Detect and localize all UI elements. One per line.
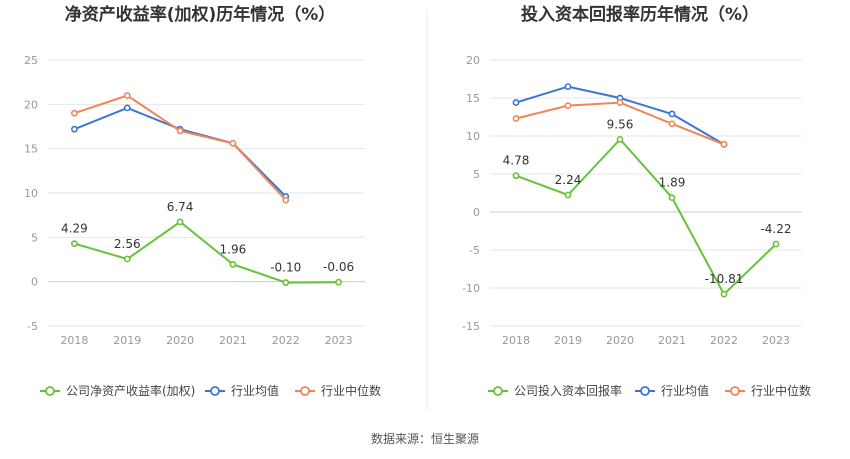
x-tick-label: 2018 bbox=[502, 334, 530, 347]
y-tick-label: -5 bbox=[27, 320, 38, 333]
data-point-company bbox=[564, 191, 572, 199]
data-label: 2.24 bbox=[555, 173, 582, 187]
y-tick-label: 20 bbox=[24, 98, 38, 111]
x-tick-label: 2022 bbox=[710, 334, 738, 347]
series-line-company bbox=[74, 220, 339, 284]
data-point-median bbox=[176, 127, 184, 135]
legend-item-median: 行业中位数 bbox=[295, 383, 381, 398]
data-point-company bbox=[71, 240, 78, 248]
data-point-median bbox=[564, 102, 572, 109]
x-tick-label: 2023 bbox=[762, 334, 790, 347]
y-tick-label: 0 bbox=[31, 276, 38, 289]
data-label: -10.81 bbox=[705, 272, 744, 286]
data-label: 9.56 bbox=[607, 117, 634, 131]
y-tick-label: 10 bbox=[466, 130, 480, 143]
y-tick-label: 15 bbox=[466, 92, 480, 105]
legend-item-avg: 行业均值 bbox=[205, 383, 279, 398]
legend-label: 行业均值 bbox=[661, 383, 709, 398]
legend-marker bbox=[300, 386, 310, 396]
data-point-median bbox=[123, 92, 131, 99]
data-point-company bbox=[668, 194, 676, 202]
y-tick-label: 25 bbox=[24, 54, 38, 67]
data-source: 数据来源：恒生聚源 bbox=[371, 431, 479, 446]
x-tick-label: 2021 bbox=[658, 334, 686, 347]
series-line-company bbox=[515, 137, 777, 296]
data-label: -0.10 bbox=[270, 261, 301, 275]
y-tick-label: 15 bbox=[24, 143, 38, 156]
legend-marker bbox=[45, 386, 55, 396]
y-tick-label: -5 bbox=[469, 244, 480, 257]
x-tick-label: 2020 bbox=[606, 334, 634, 347]
y-tick-label: 5 bbox=[473, 168, 480, 181]
data-point-median bbox=[668, 120, 676, 128]
y-tick-label: 0 bbox=[473, 206, 480, 219]
data-point-avg bbox=[71, 125, 78, 133]
legend-label: 公司投入资本回报率 bbox=[514, 383, 622, 398]
data-label: 4.29 bbox=[61, 222, 88, 236]
legend-marker bbox=[730, 386, 740, 396]
legend-item-median: 行业中位数 bbox=[725, 383, 811, 398]
chart-panel-1: 净资产收益率(加权)历年情况（%） 25 20 15 10 5 0 -5 2018 2019 202… bbox=[24, 4, 381, 398]
legend-marker bbox=[493, 386, 503, 396]
data-point-company bbox=[176, 218, 184, 226]
legend-marker bbox=[640, 386, 650, 396]
x-tick-label: 2020 bbox=[166, 334, 194, 347]
legend-label: 行业均值 bbox=[231, 383, 279, 398]
data-point-median bbox=[616, 99, 624, 106]
data-point-company bbox=[123, 255, 131, 263]
data-label: 2.56 bbox=[114, 237, 141, 251]
data-label: -4.22 bbox=[760, 222, 791, 236]
y-tick-label: 20 bbox=[466, 54, 480, 67]
x-tick-label: 2023 bbox=[325, 334, 353, 347]
data-label: 1.89 bbox=[659, 176, 686, 190]
x-tick-label: 2019 bbox=[554, 334, 582, 347]
x-tick-label: 2022 bbox=[272, 334, 300, 347]
data-point-avg bbox=[564, 83, 572, 90]
x-tick-label: 2021 bbox=[219, 334, 247, 347]
data-label: -0.06 bbox=[323, 260, 354, 274]
y-tick-label: -15 bbox=[462, 320, 480, 333]
data-point-avg bbox=[668, 110, 676, 118]
data-point-median bbox=[512, 115, 520, 122]
data-point-company bbox=[282, 279, 290, 286]
data-point-median bbox=[282, 196, 290, 204]
data-point-company bbox=[720, 290, 728, 298]
chart-panel-2: 投入资本回报率历年情况（%） 20 15 10 5 0 -5 -10 -15 2018 2019 20… bbox=[462, 4, 811, 398]
data-label: 6.74 bbox=[167, 200, 194, 214]
data-point-company bbox=[512, 172, 520, 180]
data-point-company bbox=[335, 278, 342, 286]
data-label: 4.78 bbox=[503, 154, 530, 168]
data-point-company bbox=[229, 260, 237, 268]
legend-marker bbox=[210, 386, 220, 396]
legend-item-avg: 行业均值 bbox=[635, 383, 709, 398]
data-point-company bbox=[616, 135, 624, 143]
data-point-avg bbox=[123, 104, 131, 112]
legend-item-company: 公司投入资本回报率 bbox=[488, 383, 622, 398]
y-tick-label: 5 bbox=[31, 231, 38, 244]
x-tick-label: 2018 bbox=[60, 334, 88, 347]
y-tick-label: 10 bbox=[24, 187, 38, 200]
x-tick-label: 2019 bbox=[113, 334, 141, 347]
data-label: 1.96 bbox=[220, 242, 247, 256]
data-point-median bbox=[720, 140, 728, 148]
series-line-avg bbox=[74, 106, 287, 198]
legend-label: 公司净资产收益率(加权) bbox=[66, 383, 195, 398]
legend-label: 行业中位数 bbox=[751, 383, 811, 398]
data-point-median bbox=[229, 139, 237, 147]
data-point-avg bbox=[512, 99, 520, 106]
series-line-median bbox=[74, 94, 287, 201]
data-point-median bbox=[71, 109, 78, 117]
chart-title: 净资产收益率(加权)历年情况（%） bbox=[65, 4, 336, 25]
legend-item-company: 公司净资产收益率(加权) bbox=[40, 383, 195, 398]
legend-label: 行业中位数 bbox=[321, 383, 381, 398]
chart-title: 投入资本回报率历年情况（%） bbox=[521, 4, 759, 25]
data-point-company bbox=[772, 240, 780, 248]
y-tick-label: -10 bbox=[462, 282, 480, 295]
